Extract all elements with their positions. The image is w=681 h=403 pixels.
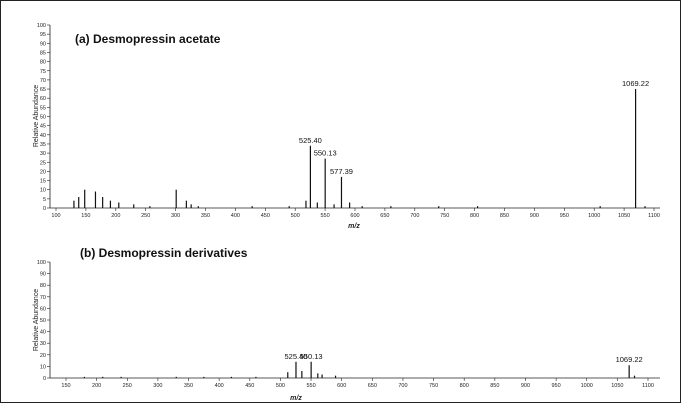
panelA-x-tick-label: 850 xyxy=(500,213,509,219)
panelB-y-tick-label: 60 xyxy=(40,306,46,312)
panel-b: (b) Desmopressin derivatives Relative Ab… xyxy=(33,246,660,402)
panelA-x-tick-label: 700 xyxy=(410,213,419,219)
panelA-x-tick-label: 1100 xyxy=(648,213,660,219)
panelB-y-tick-label: 90 xyxy=(40,272,46,278)
panelB-y-tick-label: 10 xyxy=(40,364,46,370)
panelA-x-tick-label: 650 xyxy=(380,213,389,219)
panelB-x-tick-label: 900 xyxy=(521,383,530,389)
panelB-x-tick-label: 850 xyxy=(490,383,499,389)
panelA-x-tick-label: 300 xyxy=(171,213,180,219)
panelB-x-tick-label: 650 xyxy=(368,383,377,389)
panel-b-y-label: Relative Abundance xyxy=(33,289,40,351)
panelA-y-tick-label: 55 xyxy=(40,105,46,111)
panelB-x-tick-label: 550 xyxy=(306,383,315,389)
panelA-x-tick-label: 950 xyxy=(560,213,569,219)
panel-a: (a) Desmopressin acetate Relative Abunda… xyxy=(33,23,660,230)
panelA-y-tick-label: 5 xyxy=(43,197,46,203)
panelB-y-tick-label: 80 xyxy=(40,283,46,289)
panelA-x-tick-label: 400 xyxy=(231,213,240,219)
panelB-y-tick-label: 40 xyxy=(40,330,46,336)
panelB-y-tick-label: 100 xyxy=(37,260,46,266)
panelA-y-tick-label: 10 xyxy=(40,188,46,194)
panelA-x-tick-label: 100 xyxy=(51,213,60,219)
panelA-y-tick-label: 65 xyxy=(40,87,46,93)
panelA-y-tick-label: 90 xyxy=(40,41,46,47)
panelB-x-tick-label: 950 xyxy=(552,383,561,389)
panelB-x-tick-label: 300 xyxy=(153,383,162,389)
panelA-y-tick-label: 95 xyxy=(40,32,46,38)
panelB-x-tick-label: 450 xyxy=(245,383,254,389)
panelA-x-tick-label: 500 xyxy=(291,213,300,219)
panelA-x-tick-label: 600 xyxy=(350,213,359,219)
panelA-y-tick-label: 15 xyxy=(40,179,46,185)
panelB-x-tick-label: 400 xyxy=(215,383,224,389)
panelA-x-tick-label: 250 xyxy=(141,213,150,219)
panelA-y-tick-label: 70 xyxy=(40,78,46,84)
panelA-x-tick-label: 350 xyxy=(201,213,210,219)
panelB-y-tick-label: 50 xyxy=(40,318,46,324)
panelA-peak-label: 550.13 xyxy=(314,149,337,158)
panelB-x-tick-label: 750 xyxy=(429,383,438,389)
panelA-x-tick-label: 1000 xyxy=(588,213,600,219)
panelB-peak-label: 1069.22 xyxy=(616,355,643,364)
panel-a-title: (a) Desmopressin acetate xyxy=(75,32,221,46)
panelA-x-tick-label: 550 xyxy=(321,213,330,219)
panelB-x-tick-label: 250 xyxy=(123,383,132,389)
panelA-y-tick-label: 25 xyxy=(40,160,46,166)
panelA-x-tick-label: 450 xyxy=(261,213,270,219)
panelB-y-tick-label: 0 xyxy=(43,376,46,382)
panelA-peak-label: 1069.22 xyxy=(622,79,649,88)
panelB-peak-label: 525.40 xyxy=(285,352,308,361)
panelA-x-tick-label: 150 xyxy=(81,213,90,219)
panelA-peak-label: 525.40 xyxy=(299,136,322,145)
panelB-y-tick-label: 70 xyxy=(40,295,46,301)
panelB-x-tick-label: 700 xyxy=(398,383,407,389)
panelA-y-tick-label: 20 xyxy=(40,169,46,175)
panelB-y-tick-label: 20 xyxy=(40,353,46,359)
panelA-x-tick-label: 800 xyxy=(470,213,479,219)
panelA-y-tick-label: 75 xyxy=(40,69,46,75)
panelB-x-tick-label: 800 xyxy=(460,383,469,389)
panelB-x-tick-label: 1000 xyxy=(581,383,593,389)
panelA-y-tick-label: 40 xyxy=(40,133,46,139)
panelB-peak-label: 550.13 xyxy=(300,352,323,361)
panelA-peak-label: 577.39 xyxy=(330,167,353,176)
panelA-x-tick-label: 750 xyxy=(440,213,449,219)
panelA-x-tick-label: 900 xyxy=(530,213,539,219)
panelB-x-tick-label: 350 xyxy=(184,383,193,389)
panelA-y-tick-label: 30 xyxy=(40,151,46,157)
panelB-x-tick-label: 1050 xyxy=(611,383,623,389)
panelA-y-tick-label: 50 xyxy=(40,115,46,121)
panelA-y-tick-label: 35 xyxy=(40,142,46,148)
panelB-x-tick-label: 200 xyxy=(92,383,101,389)
panelB-x-tick-label: 150 xyxy=(61,383,70,389)
panelA-y-tick-label: 85 xyxy=(40,50,46,56)
panelA-y-tick-label: 0 xyxy=(43,206,46,212)
panelB-y-tick-label: 30 xyxy=(40,341,46,347)
panelB-x-tick-label: 600 xyxy=(337,383,346,389)
panelB-x-tick-label: 1100 xyxy=(642,383,654,389)
panelA-y-tick-label: 45 xyxy=(40,124,46,130)
panel-a-y-label: Relative Abundance xyxy=(33,85,40,147)
panelA-x-tick-label: 1050 xyxy=(618,213,630,219)
panel-b-x-label: m/z xyxy=(290,395,302,402)
panel-b-title: (b) Desmopressin derivatives xyxy=(80,246,248,260)
panelB-x-tick-label: 500 xyxy=(276,383,285,389)
panelA-y-tick-label: 80 xyxy=(40,60,46,66)
panelA-y-tick-label: 100 xyxy=(37,23,46,29)
panelA-y-tick-label: 60 xyxy=(40,96,46,102)
panel-a-x-label: m/z xyxy=(348,223,360,230)
panelA-x-tick-label: 200 xyxy=(111,213,120,219)
